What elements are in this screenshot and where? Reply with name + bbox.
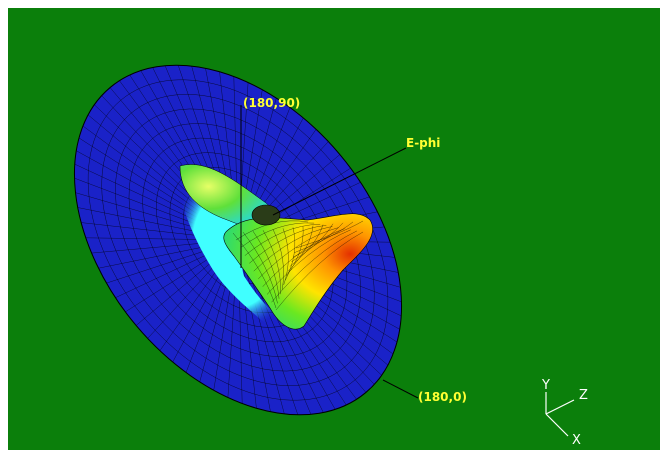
lobe-mesh-line bbox=[258, 227, 339, 280]
lobe-mesh-line bbox=[295, 220, 364, 249]
lobe-mesh-line bbox=[271, 230, 357, 303]
z-axis-label: Z bbox=[579, 388, 588, 403]
bottom-marker-leader bbox=[382, 379, 419, 399]
plot-viewport[interactable]: (180,90) E-phi (180,0) Y Z X bbox=[8, 8, 660, 450]
pattern-main-lobe bbox=[223, 213, 373, 330]
x-axis-label: X bbox=[572, 433, 581, 448]
lobe-mesh-line bbox=[252, 231, 280, 299]
top-marker-label: (180,90) bbox=[243, 96, 301, 110]
main-lobe-group bbox=[173, 158, 373, 334]
lobe-mesh-line bbox=[249, 225, 327, 264]
lobe-mesh-line bbox=[266, 229, 351, 295]
lobe-mesh-line bbox=[262, 228, 345, 287]
lobe-mesh-line bbox=[294, 221, 354, 253]
z-axis-line bbox=[545, 399, 575, 415]
leader-lines bbox=[240, 105, 419, 399]
orientation-triad bbox=[545, 392, 575, 437]
x-axis-line bbox=[545, 413, 569, 437]
lobe-mesh-line bbox=[240, 222, 315, 248]
lobe-mesh-line bbox=[272, 229, 284, 290]
lobe-mesh-line bbox=[275, 231, 364, 311]
bottom-marker-label: (180,0) bbox=[418, 390, 467, 404]
y-axis-label: Y bbox=[542, 378, 550, 393]
lobe-mesh-line bbox=[253, 226, 333, 272]
component-leader bbox=[272, 147, 407, 216]
lobe-mesh-line bbox=[288, 225, 314, 272]
radiation-pattern-plot bbox=[8, 8, 660, 450]
lobe-mesh-line bbox=[232, 232, 277, 309]
disc-outline bbox=[73, 64, 403, 416]
pattern-center-hole bbox=[251, 204, 281, 226]
component-label: E-phi bbox=[406, 136, 441, 150]
lobe-mesh-line bbox=[285, 227, 296, 281]
lobe-mesh-line bbox=[244, 223, 321, 256]
mesh-spoke bbox=[241, 253, 285, 414]
main-lobe-mesh bbox=[232, 220, 364, 311]
lobe-mesh-line bbox=[262, 230, 281, 295]
